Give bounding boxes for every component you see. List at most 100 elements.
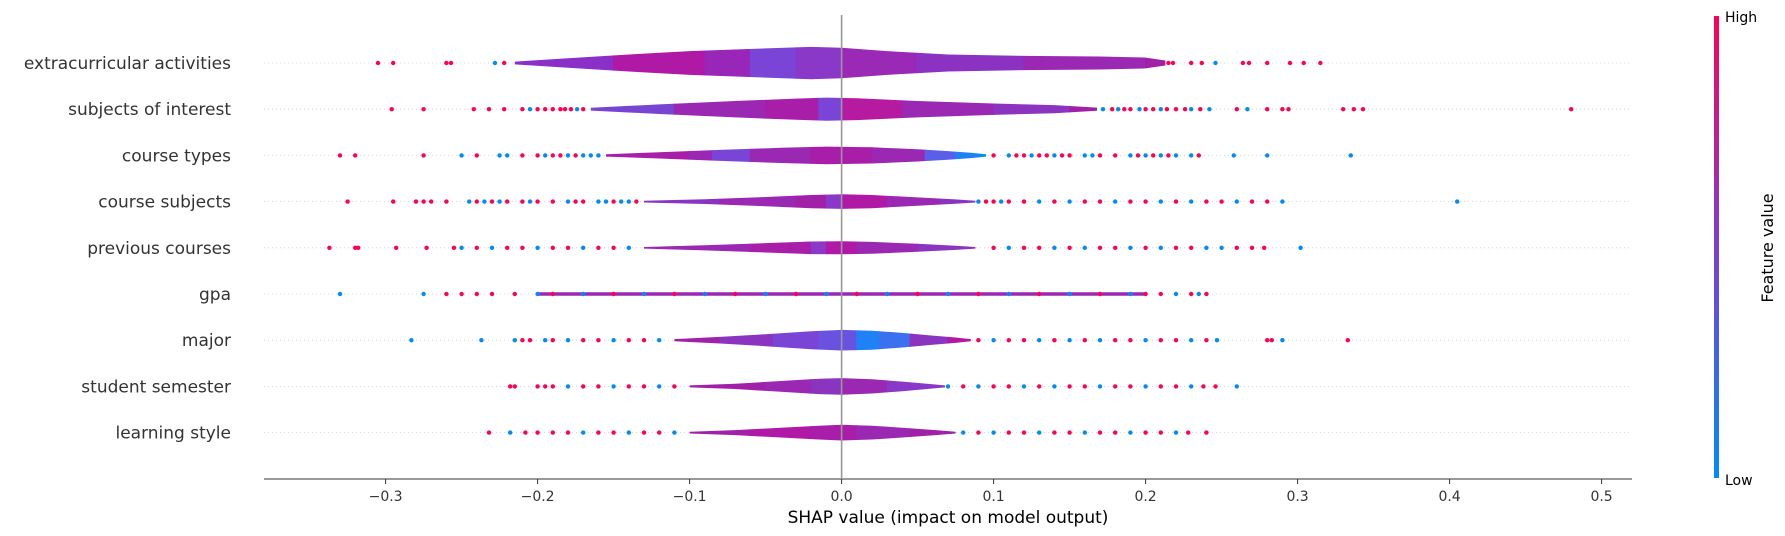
violin-band xyxy=(810,378,843,395)
violin-band xyxy=(810,241,827,255)
colorbar: High Low Feature value xyxy=(1714,10,1777,489)
shap-point xyxy=(991,245,996,250)
violin-band xyxy=(1069,97,1097,121)
shap-point xyxy=(1082,430,1088,435)
shap-point xyxy=(535,199,540,204)
x-tick-label: −0.3 xyxy=(369,489,403,505)
shap-point xyxy=(356,245,361,250)
shap-point xyxy=(565,338,571,343)
shap-point xyxy=(1219,199,1224,204)
shap-point xyxy=(1052,245,1057,250)
feature-row: course subjects xyxy=(98,193,1632,213)
shap-point xyxy=(1158,245,1164,250)
shap-point xyxy=(581,153,586,158)
violin-band xyxy=(711,146,751,165)
shap-point xyxy=(1113,384,1118,389)
shap-point xyxy=(562,107,568,112)
shap-point xyxy=(1113,430,1118,435)
shap-point xyxy=(1021,430,1027,435)
shap-point xyxy=(345,199,350,204)
violin-band xyxy=(977,146,986,165)
shap-point xyxy=(1189,245,1194,250)
shap-point xyxy=(1113,153,1118,158)
shap-point xyxy=(1052,430,1057,435)
feature-row: extracurricular activities xyxy=(24,46,1632,80)
shap-point xyxy=(512,291,517,297)
shap-point xyxy=(1128,291,1133,297)
violin-band xyxy=(537,292,1146,296)
shap-point xyxy=(581,430,586,435)
shap-point xyxy=(1113,199,1118,204)
shap-point xyxy=(1198,107,1203,112)
shap-point xyxy=(535,245,540,250)
shap-point xyxy=(1234,245,1240,250)
shap-point xyxy=(885,291,890,297)
shap-point xyxy=(497,153,502,158)
violin-band xyxy=(947,329,971,351)
x-axis: −0.3 −0.2 −0.1 0.0 0.1 0.2 0.3 0.4 0.5 xyxy=(264,478,1632,505)
feature-label: previous courses xyxy=(87,239,231,259)
shap-point xyxy=(1569,107,1574,112)
shap-point xyxy=(626,430,631,435)
feature-label: gpa xyxy=(199,285,231,305)
shap-point xyxy=(1189,199,1194,204)
shap-point xyxy=(520,153,525,158)
shap-point xyxy=(626,245,631,250)
shap-point xyxy=(1265,338,1270,343)
shap-point xyxy=(1196,291,1202,297)
feature-label: major xyxy=(182,331,231,351)
violin-band xyxy=(689,146,713,165)
violin-band xyxy=(917,241,976,255)
shap-point xyxy=(550,107,555,112)
shap-point xyxy=(337,291,343,297)
shap-point xyxy=(409,338,414,343)
feature-label: course types xyxy=(122,146,231,166)
shap-point xyxy=(999,199,1004,204)
shap-point xyxy=(1021,338,1027,343)
shap-point xyxy=(976,430,981,435)
shap-point xyxy=(421,291,426,297)
shap-point xyxy=(1082,199,1088,204)
shap-point xyxy=(486,107,492,112)
shap-point xyxy=(1059,153,1065,158)
shap-point xyxy=(1204,291,1209,297)
violin-band xyxy=(955,146,979,165)
shap-point xyxy=(1201,384,1206,389)
violin-band xyxy=(841,194,888,209)
shap-point xyxy=(574,107,580,112)
shap-point xyxy=(1128,107,1133,112)
shap-point xyxy=(421,153,426,158)
shap-point xyxy=(581,245,586,250)
shap-point xyxy=(1173,384,1179,389)
shap-point xyxy=(1246,60,1252,66)
shap-point xyxy=(1240,60,1246,66)
shap-point xyxy=(1143,107,1148,112)
shap-point xyxy=(489,245,495,250)
shap-point xyxy=(1143,291,1148,297)
shap-point xyxy=(474,153,479,158)
shap-point xyxy=(626,199,631,204)
feature-row: gpa xyxy=(199,285,1632,305)
shap-point xyxy=(657,338,662,343)
feature-label: course subjects xyxy=(98,193,231,213)
shap-point xyxy=(535,107,540,112)
shap-point xyxy=(1189,338,1194,343)
shap-point xyxy=(573,153,578,158)
shap-point xyxy=(1234,199,1240,204)
shap-point xyxy=(505,199,510,204)
violin-band xyxy=(673,97,767,121)
violin-band xyxy=(749,424,812,441)
shap-point xyxy=(672,291,677,297)
shap-point xyxy=(1204,245,1209,250)
shap-point xyxy=(550,153,555,158)
shap-point xyxy=(581,199,586,204)
shap-point xyxy=(565,153,571,158)
shap-point xyxy=(596,338,601,343)
shap-point xyxy=(672,384,677,389)
violin-band xyxy=(644,194,721,209)
feature-row: learning style xyxy=(115,424,1632,444)
shap-point xyxy=(550,430,555,435)
x-tick-label: 0.5 xyxy=(1590,489,1612,505)
shap-point xyxy=(1213,384,1218,389)
